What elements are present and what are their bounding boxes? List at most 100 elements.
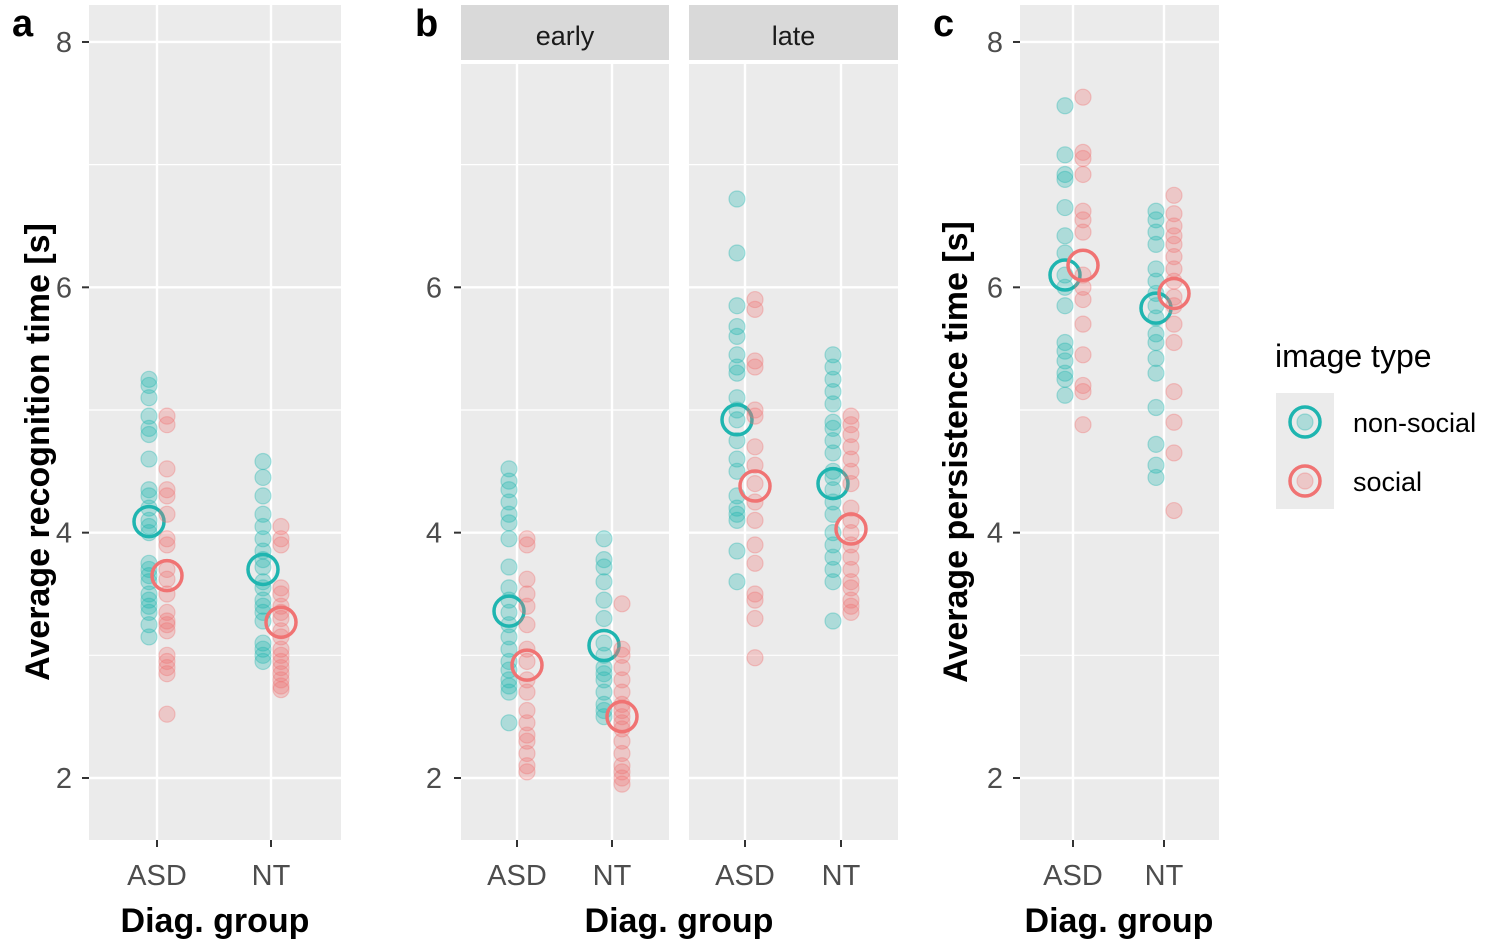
data-point	[1074, 376, 1092, 395]
data-point	[1165, 333, 1183, 352]
mean-marker	[492, 594, 526, 628]
data-point	[824, 536, 842, 554]
data-point	[1165, 205, 1183, 223]
data-point	[158, 530, 176, 548]
panel-letter: b	[415, 3, 438, 45]
data-point	[1074, 416, 1092, 434]
y-axis-label: Average persistence time [s]	[937, 221, 975, 683]
data-point	[613, 763, 631, 781]
x-tick-label: ASD	[715, 860, 775, 892]
data-point	[1056, 227, 1074, 245]
data-point	[728, 327, 746, 345]
data-point	[1074, 88, 1092, 106]
data-point	[500, 628, 518, 646]
data-point	[728, 317, 746, 336]
data-point	[1074, 143, 1092, 161]
mean-marker	[1066, 248, 1100, 282]
data-point	[746, 474, 764, 493]
data-point	[272, 530, 290, 548]
data-point	[1165, 186, 1183, 204]
data-point	[140, 450, 158, 468]
data-point	[140, 511, 158, 529]
data-point	[272, 671, 290, 689]
data-point	[518, 597, 536, 615]
data-point	[842, 499, 860, 517]
data-point	[1074, 211, 1092, 229]
data-point	[746, 352, 764, 370]
data-point	[140, 616, 158, 634]
data-point	[140, 487, 158, 505]
legend-label-social: social	[1353, 467, 1422, 497]
data-point	[1074, 202, 1092, 220]
data-point	[1165, 288, 1183, 306]
data-point	[728, 450, 746, 468]
data-point	[595, 591, 613, 609]
data-point	[842, 573, 860, 591]
data-point	[500, 677, 518, 695]
data-point	[254, 505, 272, 523]
data-point	[824, 419, 842, 437]
data-point	[158, 646, 176, 664]
data-point	[728, 411, 746, 429]
data-point	[824, 573, 842, 591]
data-point	[500, 472, 518, 490]
data-point	[1165, 501, 1183, 520]
data-point	[595, 634, 613, 652]
data-point	[728, 505, 746, 523]
data-point	[158, 658, 176, 677]
data-point	[824, 612, 842, 630]
data-point	[518, 570, 536, 588]
data-point	[1147, 260, 1165, 278]
data-point	[842, 438, 860, 456]
y-tick-label: 2	[426, 763, 442, 795]
y-axis-label: Average recognition time [s]	[19, 223, 57, 681]
data-point	[1056, 165, 1074, 184]
legend-title: image type	[1275, 338, 1432, 374]
data-point	[595, 665, 613, 683]
data-point	[1147, 349, 1165, 368]
data-point	[1074, 223, 1092, 241]
data-point	[1074, 382, 1092, 401]
data-point	[1147, 202, 1165, 220]
x-axis-label: Diag. group	[1025, 902, 1214, 940]
legend-key-mean	[1288, 405, 1322, 439]
y-tick-label: 6	[426, 272, 442, 304]
data-point	[1074, 149, 1092, 168]
data-point	[500, 514, 518, 532]
data-point	[254, 597, 272, 615]
mean-marker	[816, 466, 850, 501]
data-point	[140, 628, 158, 646]
data-point	[254, 468, 272, 487]
x-tick-label: NT	[593, 860, 632, 892]
data-point	[595, 683, 613, 701]
data-point	[272, 658, 290, 677]
data-point	[272, 652, 290, 671]
data-point	[613, 671, 631, 689]
data-point	[254, 487, 272, 505]
data-point	[272, 665, 290, 683]
data-point	[1147, 333, 1165, 352]
data-point	[500, 530, 518, 548]
panel-letter: a	[12, 3, 34, 45]
data-point	[1056, 352, 1074, 370]
data-point	[1074, 315, 1092, 333]
data-point	[1165, 217, 1183, 235]
data-point	[842, 407, 860, 425]
data-point	[1165, 235, 1183, 253]
data-point	[158, 487, 176, 505]
data-point	[272, 536, 290, 554]
data-point	[158, 416, 176, 434]
data-point	[595, 671, 613, 689]
legend-key-bg	[1276, 393, 1334, 509]
data-point	[728, 346, 746, 364]
data-point	[158, 665, 176, 683]
data-point	[272, 681, 290, 699]
data-point	[728, 364, 746, 382]
data-point	[1074, 165, 1092, 184]
data-point	[500, 671, 518, 689]
data-point	[746, 438, 764, 456]
data-point	[254, 646, 272, 664]
panel-b-0	[461, 64, 669, 840]
data-point	[254, 640, 272, 658]
